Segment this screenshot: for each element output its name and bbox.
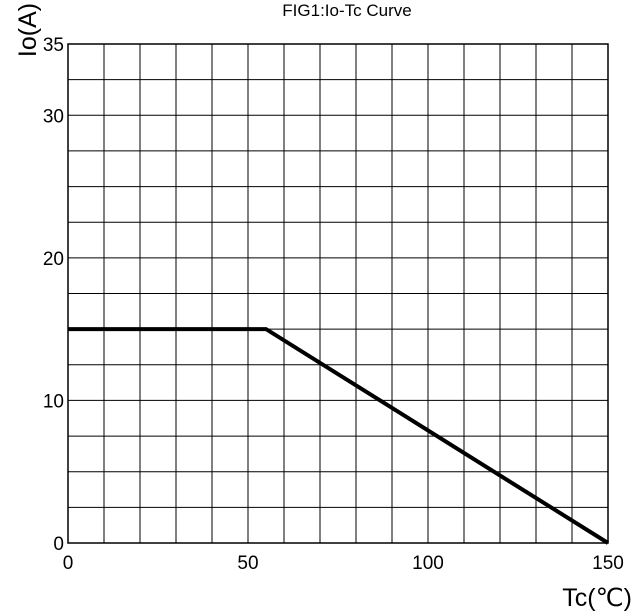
chart-series <box>68 327 610 545</box>
chart-title: FIG1:Io-Tc Curve <box>282 1 411 20</box>
x-tick-label: 100 <box>412 553 444 574</box>
x-tick-label: 150 <box>592 553 624 574</box>
y-tick-label: 30 <box>43 106 64 127</box>
series-line <box>68 327 610 545</box>
x-axis-title: Tc(℃) <box>562 584 632 612</box>
y-tick-label: 0 <box>53 534 64 555</box>
x-tick-label: 0 <box>63 553 74 574</box>
y-tick-label: 35 <box>43 35 64 56</box>
y-tick-label: 10 <box>43 391 64 412</box>
chart-grid <box>68 44 608 543</box>
y-tick-label: 20 <box>43 249 64 270</box>
x-tick-label: 50 <box>237 553 258 574</box>
x-tick-labels: 0 50 100 150 <box>63 553 624 574</box>
y-axis-title: Io(A) <box>14 3 42 57</box>
plot-frame <box>67 43 609 544</box>
y-tick-labels: 0 10 20 30 35 <box>43 35 64 555</box>
